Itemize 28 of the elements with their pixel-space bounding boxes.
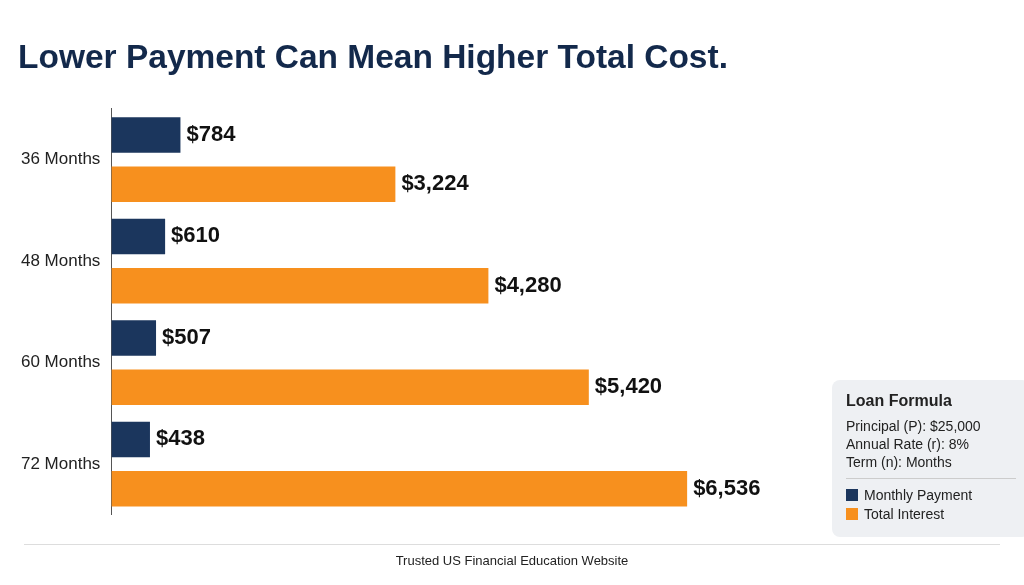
bar [111, 320, 157, 356]
chart-title: Lower Payment Can Mean Higher Total Cost. [18, 36, 728, 75]
bar [111, 369, 589, 405]
text: Trusted US Financial Education Website [24, 544, 1000, 568]
legend-title: Loan Formula [846, 392, 953, 410]
text: Annual Rate (r): 8% [846, 436, 970, 452]
bar [111, 421, 150, 458]
text: Term (n): Months [846, 454, 953, 470]
y-tick-label: 72 Months [20, 453, 101, 473]
legend-label: Total Interest [864, 506, 945, 522]
bar [111, 117, 181, 153]
data-label: $784 [186, 121, 237, 146]
data-label: $438 [155, 425, 205, 451]
text: Principal (P): $25,000 [846, 418, 982, 434]
y-tick-label: 60 Months [20, 352, 101, 372]
data-label: $6,536 [693, 474, 761, 500]
bar [111, 267, 489, 304]
data-label: $3,224 [401, 170, 470, 196]
bar [111, 218, 166, 255]
data-label: $5,420 [594, 373, 663, 399]
data-label: $4,280 [494, 271, 562, 297]
y-tick-label: 48 Months [20, 250, 101, 270]
bar [111, 470, 688, 507]
data-label: $507 [162, 324, 211, 349]
bar [111, 166, 396, 202]
legend-label: Monthly Payment [864, 487, 973, 503]
y-tick-label: 36 Months [20, 149, 101, 169]
data-label: $610 [171, 222, 221, 248]
